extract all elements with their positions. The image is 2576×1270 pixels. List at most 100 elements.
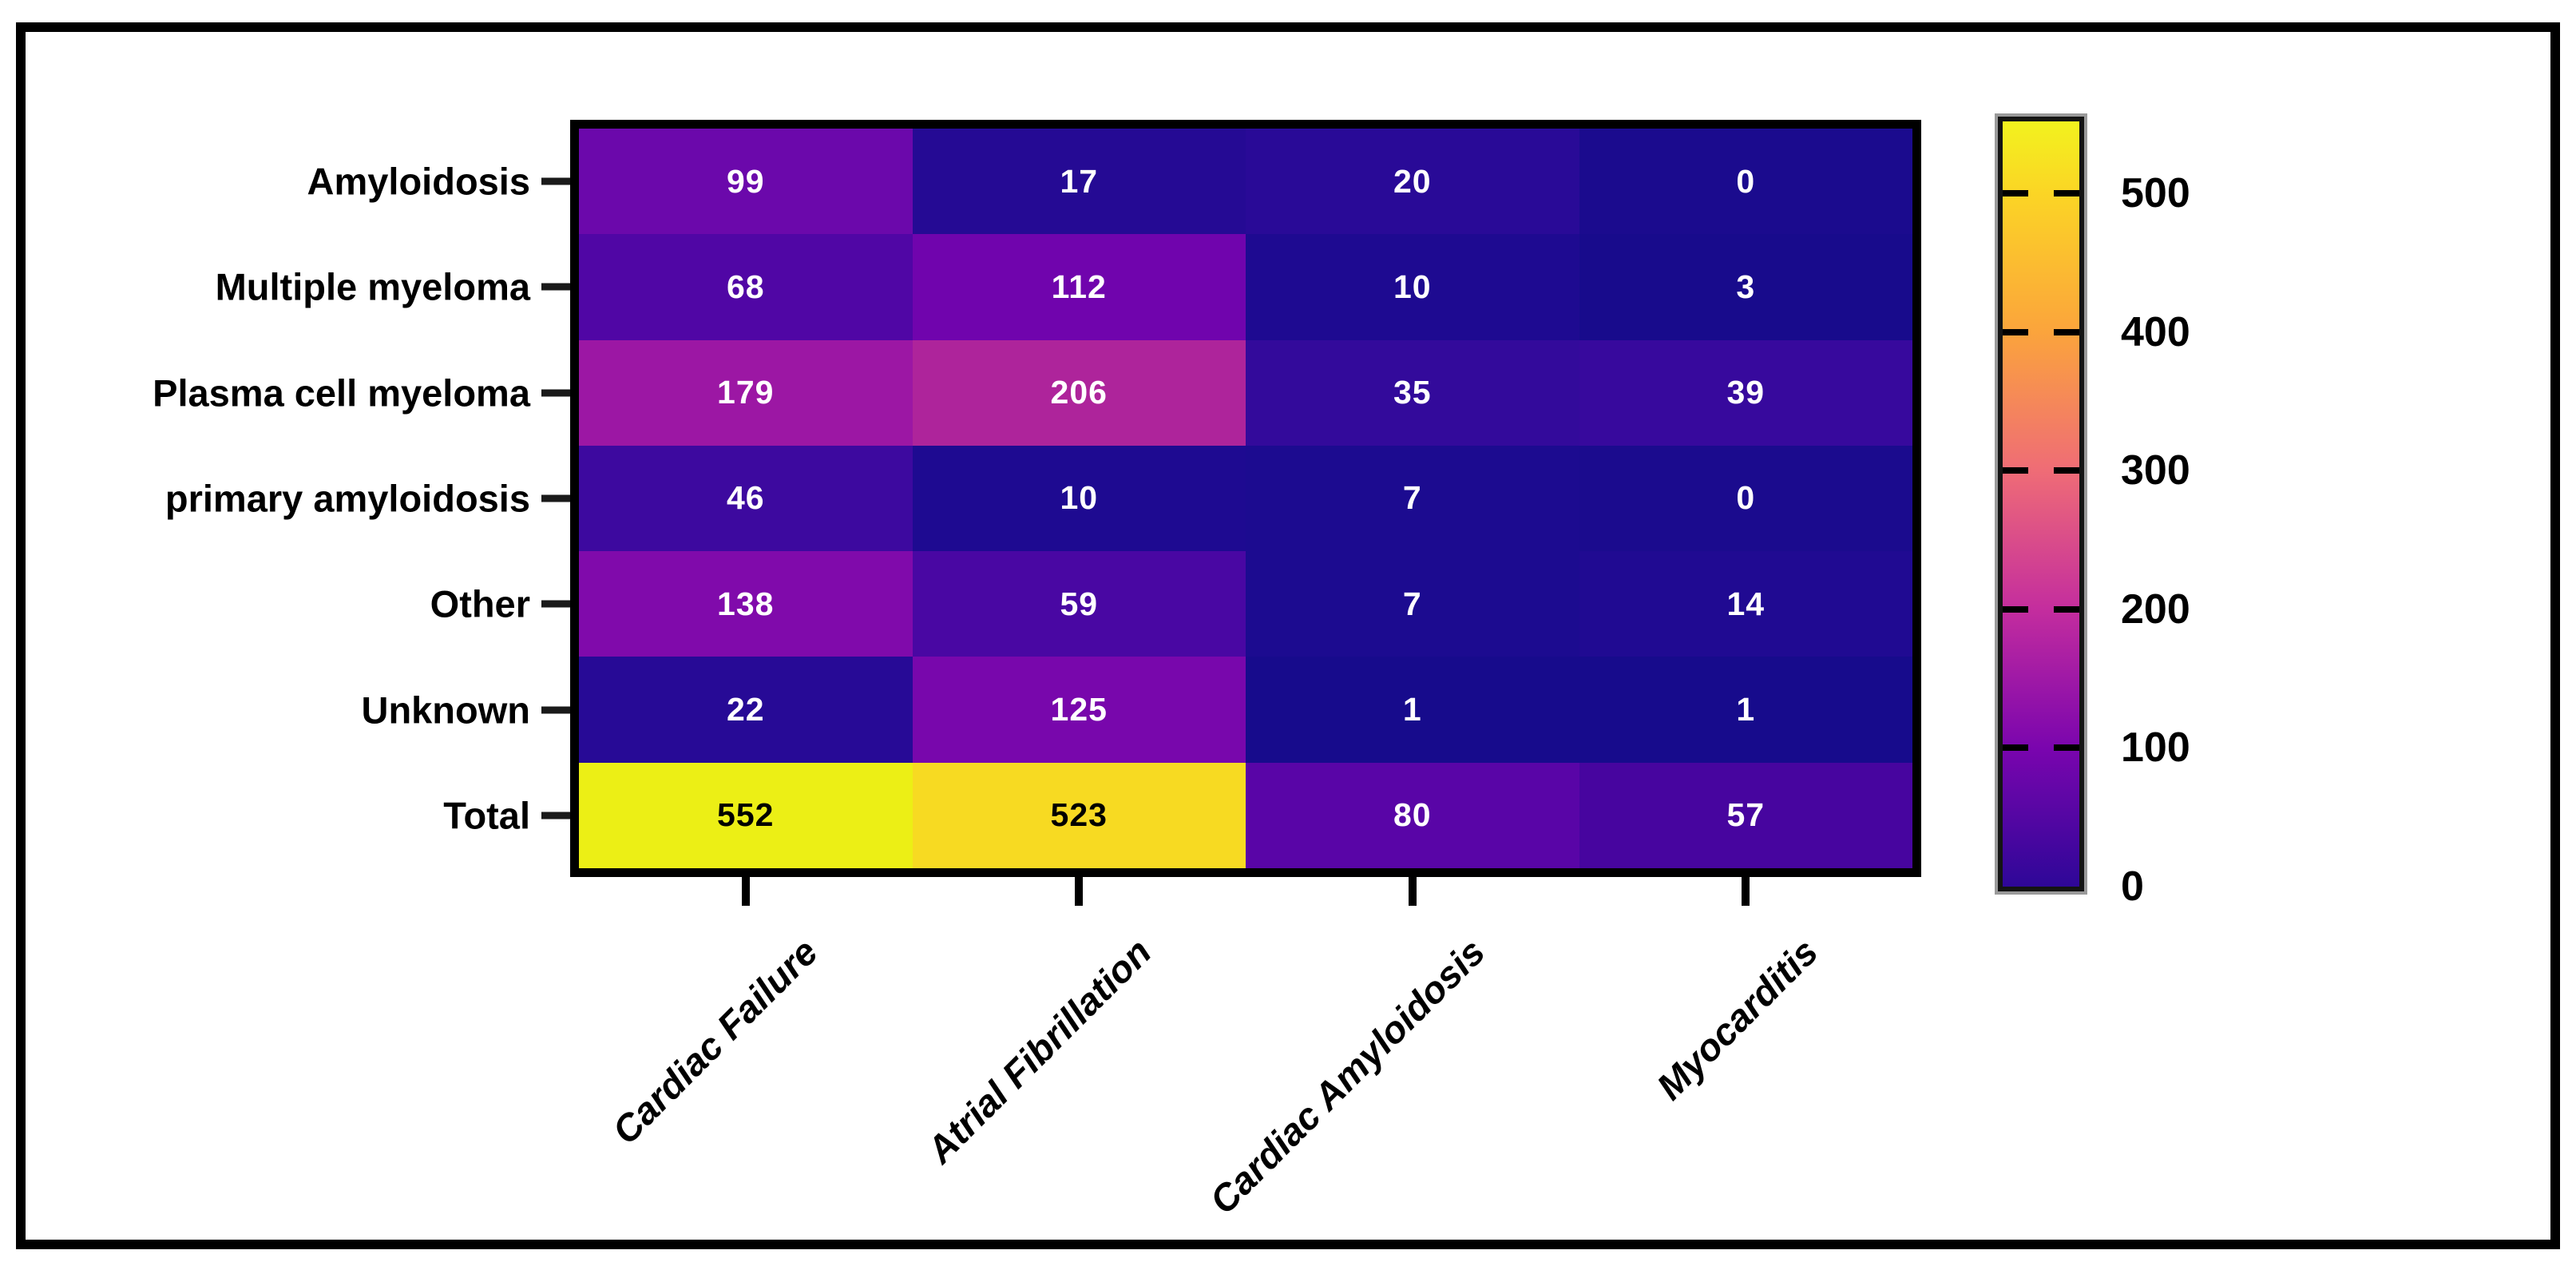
colorbar-tick (2054, 467, 2079, 474)
row-label: Amyloidosis (307, 160, 570, 204)
row-label-text: Plasma cell myeloma (153, 371, 530, 415)
row-label: Plasma cell myeloma (153, 371, 570, 415)
y-axis-tick (541, 812, 570, 820)
heatmap-cell: 59 (912, 551, 1246, 657)
x-axis-tick (1742, 874, 1750, 906)
cell-value: 0 (1736, 479, 1756, 517)
heatmap-grid: 99 17 20 0 68 112 10 3 179 206 35 39 46 10 7 0 138 59 7 14 2… (570, 120, 1921, 877)
heatmap-cell: 138 (579, 551, 913, 657)
cell-value: 10 (1393, 268, 1432, 305)
cell-value: 14 (1726, 585, 1766, 622)
heatmap-cell: 17 (912, 129, 1246, 235)
row-label-text: Other (430, 582, 530, 625)
heatmap-cell: 3 (1579, 234, 1912, 340)
heatmap-cell: 1 (1579, 657, 1912, 763)
colorbar-tick (2054, 328, 2079, 335)
cell-value: 7 (1402, 479, 1422, 517)
cell-value: 1 (1402, 691, 1422, 728)
heatmap-cell: 80 (1246, 762, 1579, 868)
cell-value: 112 (1051, 268, 1107, 305)
row-label: Unknown (362, 688, 570, 732)
row-label-text: Total (443, 794, 530, 837)
row-label-text: Multiple myeloma (215, 265, 530, 308)
colorbar-tick-label: 300 (2121, 447, 2190, 494)
heatmap-cell: 0 (1579, 445, 1912, 552)
colorbar-tick (2003, 328, 2028, 335)
colorbar-tick-label: 400 (2121, 308, 2190, 355)
y-axis-tick (541, 389, 570, 397)
cell-value: 552 (717, 796, 775, 834)
heatmap-cell: 20 (1246, 129, 1579, 235)
x-axis-tick (1408, 874, 1417, 906)
cell-value: 59 (1060, 585, 1099, 622)
colorbar-tick-label: 0 (2121, 863, 2144, 910)
cell-value: 125 (1050, 691, 1108, 728)
heatmap-cell: 7 (1246, 551, 1579, 657)
row-label: Total (443, 793, 570, 837)
row-label-text: primary amyloidosis (164, 477, 530, 520)
heatmap-cell: 39 (1579, 339, 1912, 446)
row-label-text: Amyloidosis (307, 160, 530, 203)
y-axis-tick (541, 283, 570, 291)
colorbar-tick-label: 200 (2121, 585, 2190, 633)
heatmap-cell: 46 (579, 445, 913, 552)
heatmap-cell: 35 (1246, 339, 1579, 446)
cell-value: 20 (1393, 162, 1432, 200)
heatmap-cell: 68 (579, 234, 913, 340)
cell-value: 57 (1726, 796, 1766, 834)
cell-value: 1 (1736, 691, 1756, 728)
heatmap-cell: 112 (912, 234, 1246, 340)
heatmap-cell: 57 (1579, 762, 1912, 868)
colorbar-tick (2054, 190, 2079, 197)
cell-value: 7 (1402, 585, 1422, 622)
heatmap-cell: 552 (579, 762, 913, 868)
cell-value: 22 (726, 691, 765, 728)
cell-value: 17 (1060, 162, 1099, 200)
row-label: Other (430, 582, 570, 626)
colorbar-tick (2003, 190, 2028, 197)
cell-value: 35 (1393, 374, 1432, 411)
heatmap-cell: 99 (579, 129, 913, 235)
colorbar-tick-label: 500 (2121, 170, 2190, 217)
heatmap-cell: 7 (1246, 445, 1579, 552)
colorbar-tick-label: 100 (2121, 724, 2190, 772)
x-axis-tick (741, 874, 750, 906)
heatmap-cell: 523 (912, 762, 1246, 868)
heatmap-cell: 10 (1246, 234, 1579, 340)
cell-value: 39 (1726, 374, 1766, 411)
y-axis-tick (541, 600, 570, 608)
cell-value: 523 (1050, 796, 1108, 834)
row-label: primary amyloidosis (165, 477, 570, 521)
colorbar-tick (2003, 467, 2028, 474)
colorbar-tick (2054, 605, 2079, 613)
heatmap-cell: 0 (1579, 129, 1912, 235)
cell-value: 3 (1736, 268, 1756, 305)
heatmap-cell: 10 (912, 445, 1246, 552)
y-axis-tick (541, 177, 570, 185)
colorbar-tick (2003, 605, 2028, 613)
heatmap-cell: 206 (912, 339, 1246, 446)
cell-value: 0 (1736, 162, 1756, 200)
cell-value: 179 (717, 374, 775, 411)
cell-value: 68 (726, 268, 765, 305)
heatmap-cell: 22 (579, 657, 913, 763)
heatmap-cell: 1 (1246, 657, 1579, 763)
colorbar (1998, 117, 2084, 891)
cell-value: 10 (1060, 479, 1099, 517)
row-label-text: Unknown (361, 689, 530, 732)
cell-value: 138 (717, 585, 775, 622)
x-axis-tick (1075, 874, 1084, 906)
row-label: Multiple myeloma (216, 265, 570, 309)
heatmap-cell: 14 (1579, 551, 1912, 657)
colorbar-tick (2003, 744, 2028, 752)
cell-value: 80 (1393, 796, 1432, 834)
colorbar-tick (2054, 744, 2079, 752)
heatmap-cell: 125 (912, 657, 1246, 763)
y-axis-tick (541, 494, 570, 502)
cell-value: 99 (726, 162, 765, 200)
y-axis-tick (541, 706, 570, 714)
cell-value: 46 (726, 479, 765, 517)
cell-value: 206 (1050, 374, 1108, 411)
heatmap-cell: 179 (579, 339, 913, 446)
